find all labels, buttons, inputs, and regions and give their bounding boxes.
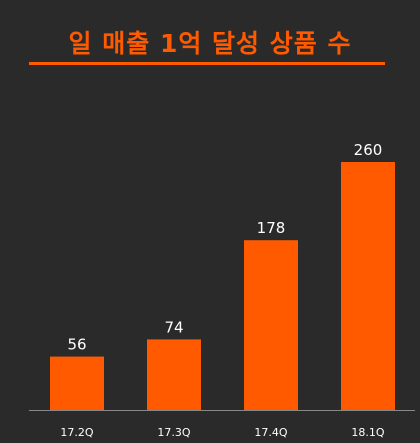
- bars-group: [50, 162, 395, 410]
- data-label: 56: [67, 336, 86, 354]
- data-label: 178: [257, 219, 286, 237]
- x-tick-label: 17.2Q: [60, 426, 93, 439]
- x-tick-label: 18.1Q: [351, 426, 384, 439]
- bar-17.2Q: [50, 356, 104, 410]
- data-label: 260: [354, 141, 383, 159]
- bar-18.1Q: [341, 162, 395, 410]
- x-tick-label: 17.4Q: [254, 426, 287, 439]
- value-labels-group: 56 74 178 260: [67, 141, 382, 354]
- data-label: 74: [164, 318, 183, 336]
- title-underline: [29, 62, 385, 65]
- x-tick-labels-group: 17.2Q 17.3Q 17.4Q 18.1Q: [60, 426, 384, 439]
- x-tick-label: 17.3Q: [157, 426, 190, 439]
- chart-title: 일 매출 1억 달성 상품 수: [68, 29, 352, 58]
- bar-17.3Q: [147, 339, 201, 410]
- bar-17.4Q: [244, 240, 298, 410]
